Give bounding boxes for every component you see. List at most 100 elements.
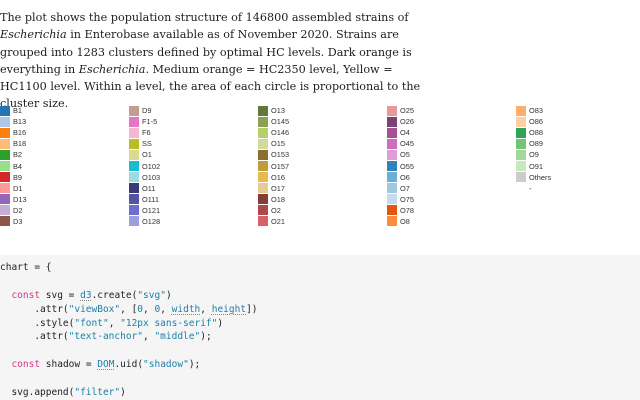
legend-label: O55 [400, 161, 414, 171]
legend-item: O146 [258, 127, 289, 138]
legend-swatch [387, 138, 397, 149]
legend-label: O45 [400, 139, 414, 149]
legend-item: O88 [516, 127, 551, 138]
legend-item: O153 [258, 149, 289, 160]
legend-item: O83 [516, 105, 551, 116]
legend-item: O8 [387, 216, 414, 227]
legend-swatch [516, 183, 526, 193]
legend-swatch [258, 138, 268, 149]
legend-swatch [129, 183, 139, 194]
legend-swatch [129, 105, 139, 116]
legend-swatch [0, 127, 10, 138]
legend-swatch [0, 216, 10, 227]
legend-swatch [258, 183, 268, 194]
genus-name: Escherichia [0, 28, 67, 42]
legend-item: O89 [516, 138, 551, 149]
legend-label: O16 [271, 172, 285, 182]
legend-item: B9 [0, 172, 27, 183]
legend-label: O8 [400, 216, 410, 226]
legend-label: O89 [529, 139, 543, 149]
legend-label: O157 [271, 161, 290, 171]
code-line: .attr("viewBox", [0, 0, width, height]) [0, 303, 258, 315]
legend-label: O2 [271, 205, 281, 215]
legend-swatch [387, 216, 397, 227]
legend-swatch [516, 161, 526, 172]
legend-swatch [129, 116, 139, 127]
legend-label: B13 [13, 117, 27, 127]
legend-swatch [129, 194, 139, 205]
legend-item: O102 [129, 160, 161, 172]
legend-item: O11 [129, 183, 160, 194]
legend-column: D9 F1-5 F6 SS O1 O102 O103 O11 O111 O121 O128 [129, 105, 160, 227]
legend-swatch [387, 105, 397, 116]
legend-label: O86 [529, 117, 543, 127]
code-editor[interactable]: chart = { const svg = d3.create("svg") .… [0, 261, 258, 400]
legend-label: O4 [400, 128, 410, 138]
legend-label: O128 [142, 216, 161, 226]
legend-item: O103 [129, 172, 160, 183]
legend-label: Others [529, 172, 552, 182]
legend-label: O103 [142, 172, 161, 182]
genus-name: Escherichia [78, 62, 146, 76]
legend-item: D9 [129, 105, 160, 116]
legend-item: O17 [258, 183, 289, 194]
legend-label: B1 [13, 106, 23, 116]
legend-label: O102 [142, 161, 161, 171]
legend-label: D1 [13, 183, 23, 193]
legend-item: O78 [387, 205, 414, 216]
legend-swatch [129, 127, 139, 138]
chart-description: The plot shows the population structure … [0, 11, 421, 111]
legend-label: O5 [400, 150, 410, 160]
legend-label: O21 [271, 216, 285, 226]
legend-item: O5 [387, 149, 414, 160]
legend-item: O128 [129, 216, 160, 227]
legend-swatch [129, 138, 139, 149]
legend-label: O9 [529, 150, 539, 160]
legend-label: D3 [13, 216, 23, 226]
legend-item: O16 [258, 172, 289, 183]
legend-label: SS [142, 139, 152, 149]
legend-item: O157 [258, 160, 290, 172]
code-line [0, 344, 258, 358]
legend-item: - [516, 183, 551, 194]
legend-item: D2 [0, 205, 27, 216]
legend-label: O75 [400, 194, 414, 204]
legend-item: B18 [0, 138, 27, 149]
legend-item: O121 [129, 205, 160, 216]
legend-item: O6 [387, 172, 414, 183]
legend-label: O153 [271, 150, 290, 160]
code-cell[interactable]: chart = { const svg = d3.create("svg") .… [0, 255, 640, 400]
legend-item: O75 [387, 194, 414, 205]
legend-item: B2 [0, 149, 27, 160]
legend-label: O26 [400, 117, 414, 127]
legend-label: B16 [13, 128, 27, 138]
legend-label: O13 [271, 106, 285, 116]
legend-label: O145 [271, 117, 290, 127]
code-line: svg.append("filter") [0, 387, 126, 399]
legend-column: O25 O26 O4 O45 O5 O55 O6 O7 O75 O78 O8 [387, 105, 414, 227]
legend-label: O1 [142, 150, 152, 160]
legend-swatch [516, 127, 526, 138]
legend-item: O4 [387, 127, 414, 138]
legend-column: O83 O86 O88 O89 O9 O91 Others - [516, 105, 551, 194]
legend-item: O18 [258, 194, 289, 205]
legend-swatch [258, 127, 268, 138]
legend-item: Others [516, 172, 551, 183]
legend-label: F1-5 [142, 117, 158, 127]
legend-swatch [258, 205, 268, 216]
legend-item: B16 [0, 127, 27, 138]
legend-label: O18 [271, 194, 285, 204]
legend-item: O21 [258, 216, 289, 227]
legend-item: F1-5 [129, 116, 160, 127]
legend-swatch [387, 194, 397, 205]
legend-label: O121 [142, 205, 161, 215]
legend-item: D13 [0, 194, 27, 205]
legend-item: D3 [0, 216, 27, 227]
legend-item: D1 [0, 183, 27, 194]
legend-swatch [0, 105, 10, 116]
legend-label: B4 [13, 161, 23, 171]
legend-item: O13 [258, 105, 289, 116]
legend-swatch [258, 105, 268, 116]
legend-label: B18 [13, 139, 27, 149]
legend-swatch [258, 161, 268, 172]
